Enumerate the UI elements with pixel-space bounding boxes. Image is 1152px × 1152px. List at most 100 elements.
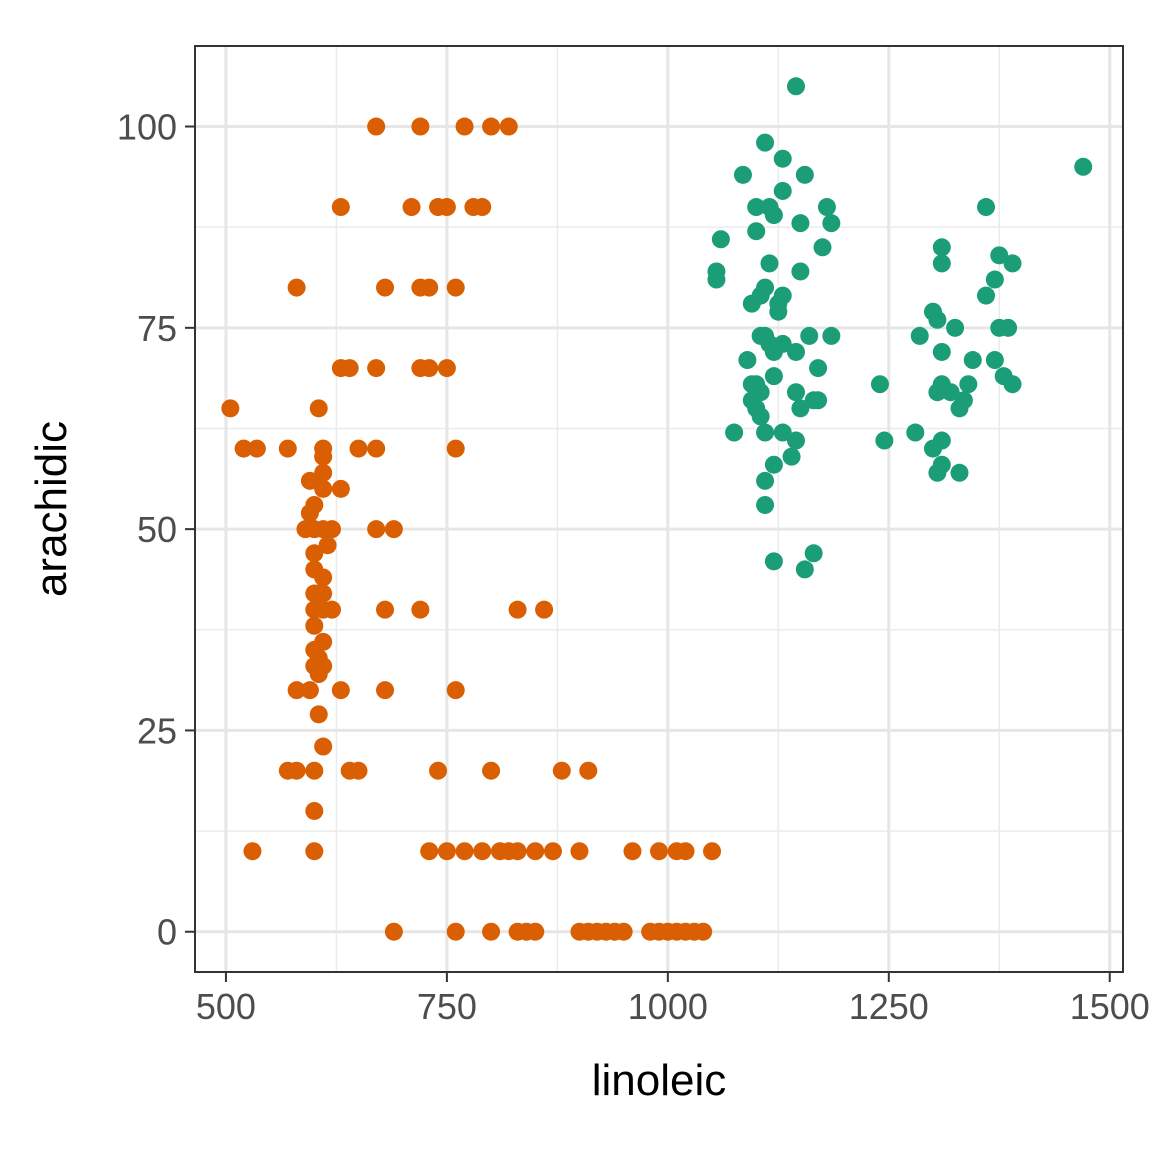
data-point <box>822 214 841 233</box>
data-point <box>420 359 439 378</box>
data-point <box>446 922 465 941</box>
data-point <box>738 351 757 370</box>
data-point <box>314 479 333 498</box>
data-point <box>300 471 319 490</box>
data-point <box>773 181 792 200</box>
data-point <box>543 842 562 861</box>
data-point <box>795 165 814 184</box>
y-axis-ticks: 0 25 50 75 100 <box>117 107 195 953</box>
data-point <box>711 230 730 249</box>
data-point <box>305 801 324 820</box>
data-point <box>764 342 783 361</box>
data-point <box>455 117 474 136</box>
data-point <box>742 294 761 313</box>
data-point <box>769 302 788 321</box>
data-point <box>906 423 925 442</box>
y-axis-title: arachidic <box>27 421 76 597</box>
data-point <box>331 198 350 217</box>
data-point <box>977 286 996 305</box>
data-point <box>278 439 297 458</box>
data-point <box>782 447 801 466</box>
data-point <box>800 326 819 345</box>
panel-border <box>194 45 1124 973</box>
data-point <box>1003 375 1022 394</box>
data-point <box>1003 254 1022 273</box>
data-point <box>420 842 439 861</box>
data-point <box>579 761 598 780</box>
data-point <box>817 198 836 217</box>
data-point <box>623 842 642 861</box>
x-tick-label: 1000 <box>628 986 708 1027</box>
data-point <box>309 665 328 684</box>
x-axis-ticks: 500 750 1000 1250 1500 <box>196 972 1150 1027</box>
data-point <box>526 922 545 941</box>
data-point <box>349 439 368 458</box>
data-point <box>756 471 775 490</box>
data-point <box>950 463 969 482</box>
data-point <box>411 117 430 136</box>
data-point <box>751 407 770 426</box>
data-point <box>614 922 633 941</box>
data-point <box>650 842 668 861</box>
data-point <box>786 383 805 402</box>
data-point <box>809 359 828 378</box>
data-point <box>932 342 951 361</box>
data-point <box>314 447 333 466</box>
data-point <box>367 439 386 458</box>
data-point <box>314 568 333 587</box>
data-point <box>309 705 328 724</box>
data-point <box>384 520 403 539</box>
data-point <box>963 351 982 370</box>
data-point <box>318 536 337 555</box>
data-point <box>813 238 832 257</box>
data-point <box>923 439 942 458</box>
data-point <box>941 383 960 402</box>
data-point <box>314 463 333 482</box>
data-point <box>402 198 421 217</box>
data-point <box>305 544 324 563</box>
data-point <box>764 455 783 474</box>
data-point <box>999 318 1018 337</box>
data-point <box>367 117 386 136</box>
data-point <box>247 439 266 458</box>
data-point <box>305 616 324 635</box>
data-point <box>756 423 775 442</box>
y-tick-label: 75 <box>137 308 177 349</box>
data-point <box>570 842 589 861</box>
data-point <box>928 383 947 402</box>
data-point <box>314 737 333 756</box>
data-point <box>437 842 456 861</box>
data-point <box>910 326 929 345</box>
data-point <box>322 520 341 539</box>
data-point <box>300 681 319 700</box>
data-point <box>420 278 439 297</box>
data-point <box>870 375 889 394</box>
data-point <box>676 842 695 861</box>
data-point <box>446 439 465 458</box>
data-point <box>473 198 492 217</box>
data-point <box>985 351 1004 370</box>
data-point <box>977 198 996 217</box>
data-point <box>1074 157 1093 176</box>
data-point <box>791 214 810 233</box>
data-point <box>331 681 350 700</box>
data-point <box>429 761 448 780</box>
data-point <box>300 504 319 523</box>
data-point <box>243 842 262 861</box>
data-point <box>791 399 810 418</box>
data-point <box>747 222 766 241</box>
data-point <box>703 842 722 861</box>
data-point <box>508 600 527 619</box>
data-point <box>437 198 456 217</box>
data-point <box>331 479 350 498</box>
data-point <box>764 367 783 386</box>
data-point <box>725 423 744 442</box>
data-point <box>221 399 240 418</box>
data-point <box>760 254 779 273</box>
data-point <box>786 342 805 361</box>
data-point <box>990 246 1009 265</box>
data-point <box>932 254 951 273</box>
data-point <box>376 681 395 700</box>
